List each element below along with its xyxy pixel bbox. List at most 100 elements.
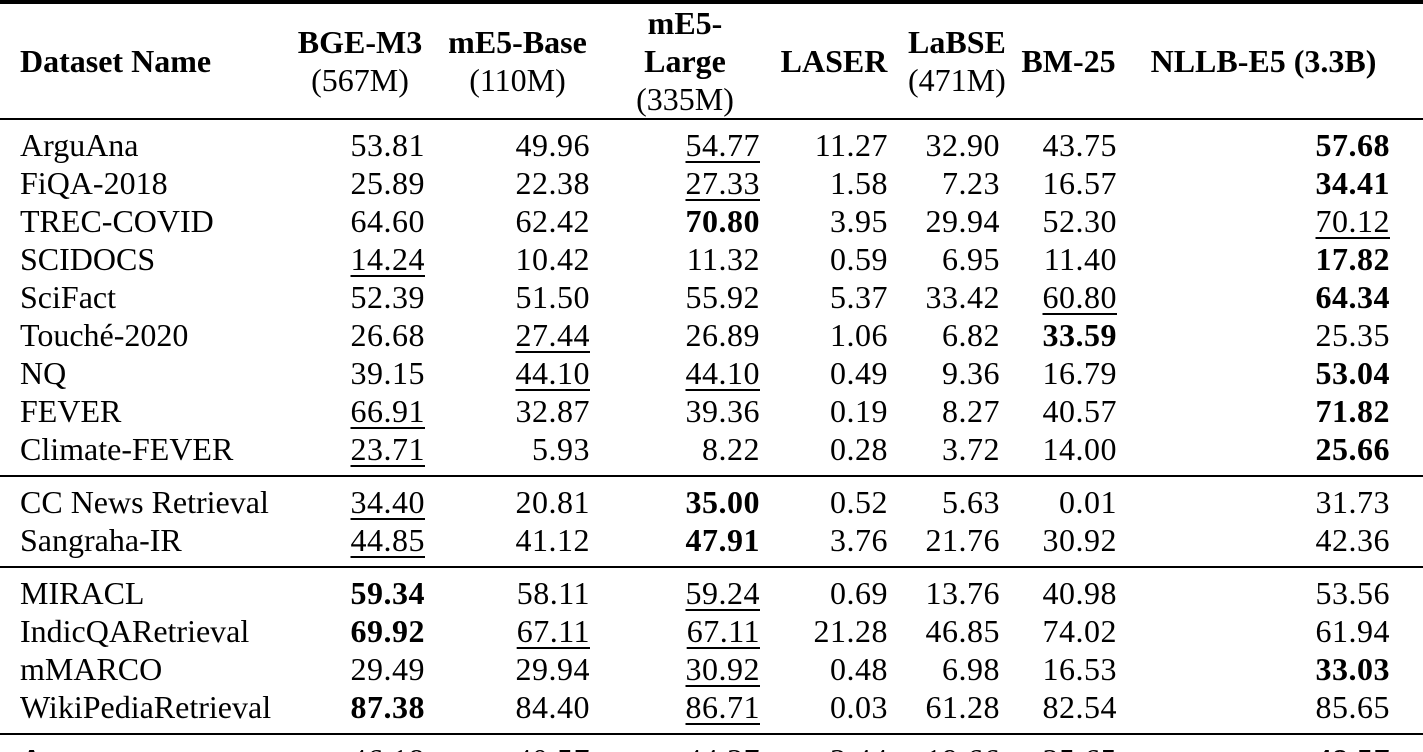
table-cell: 5.63 <box>942 484 1000 520</box>
column-header-bm-25: BM-25 <box>1020 2 1137 120</box>
table-cell: 16.53 <box>1042 651 1117 687</box>
row-label: WikiPediaRetrieval <box>20 689 272 725</box>
table-cell: 1.06 <box>830 317 888 353</box>
row-label: FiQA-2018 <box>20 165 168 201</box>
table-cell: 11.32 <box>686 241 760 277</box>
table-cell: 19.66 <box>908 734 1020 752</box>
table-row: mMARCO 29.49 29.94 30.92 0.48 6.98 16.53 33.03 <box>0 650 1423 688</box>
table-cell: 53.56 <box>1315 575 1390 611</box>
table-cell: 0.59 <box>830 241 888 277</box>
column-header-sublabel: (110M) <box>469 62 566 98</box>
table-cell: 59.24 <box>685 575 760 611</box>
table-cell: 70.12 <box>1315 203 1390 239</box>
table-cell: 53.04 <box>1315 355 1390 391</box>
table-row: Average46.1840.5744.373.4419.6635.6548.5… <box>0 734 1423 752</box>
table-cell: 47.91 <box>685 522 760 558</box>
table-cell: 14.24 <box>350 241 425 277</box>
table-cell: 8.27 <box>942 393 1000 429</box>
table-cell: 29.49 <box>350 651 425 687</box>
table-cell: 32.90 <box>925 127 1000 163</box>
table-row: CC News Retrieval 34.40 20.81 35.00 0.52 5.63… <box>0 476 1423 521</box>
table-cell: 53.81 <box>350 127 425 163</box>
row-label: Sangraha-IR <box>20 522 182 558</box>
table-section-4: Average46.1840.5744.373.4419.6635.6548.5… <box>0 734 1423 752</box>
table-cell: 64.60 <box>350 203 425 239</box>
table-cell: 39.15 <box>350 355 425 391</box>
row-label: FEVER <box>20 393 122 429</box>
column-header-label: Dataset Name <box>20 43 212 79</box>
table-section-2: CC News Retrieval 34.40 20.81 35.00 0.52 5.63… <box>0 476 1423 567</box>
table-row: WikiPediaRetrieval 87.38 84.40 86.71 0.03 61.… <box>0 688 1423 734</box>
table-cell: 0.01 <box>1059 484 1117 520</box>
table-cell: 52.39 <box>350 279 425 315</box>
column-header-dataset-name: Dataset Name <box>0 2 295 120</box>
table-cell: 66.91 <box>350 393 425 429</box>
table-cell: 13.76 <box>925 575 1000 611</box>
table-cell: 26.89 <box>685 317 760 353</box>
table-cell: 5.93 <box>532 431 590 467</box>
row-label: Average <box>0 734 295 752</box>
table-cell: 14.00 <box>1042 431 1117 467</box>
table-cell: 3.95 <box>830 203 888 239</box>
row-label: CC News Retrieval <box>20 484 269 520</box>
table-cell: 30.92 <box>1042 522 1117 558</box>
table-cell: 44.37 <box>610 734 780 752</box>
table-cell: 71.82 <box>1315 393 1390 429</box>
table-cell: 58.11 <box>516 575 590 611</box>
table-cell: 25.89 <box>350 165 425 201</box>
table-cell: 40.98 <box>1042 575 1117 611</box>
table-section-1: ArguAna 53.81 49.96 54.77 11.27 32.90 43.75 57.… <box>0 119 1423 476</box>
row-label: mMARCO <box>20 651 163 687</box>
table-cell: 11.27 <box>814 127 888 163</box>
table-cell: 46.85 <box>925 613 1000 649</box>
table-row: FiQA-2018 25.89 22.38 27.33 1.58 7.23 16.57 34.… <box>0 164 1423 202</box>
column-header-label: mE5-Large <box>644 5 726 79</box>
column-header-sublabel: (335M) <box>636 81 734 117</box>
table-cell: 20.81 <box>515 484 590 520</box>
table-cell: 51.50 <box>515 279 590 315</box>
column-header-me5-large: mE5-Large (335M) <box>610 2 780 120</box>
table-cell: 48.57 <box>1137 734 1423 752</box>
table-cell: 32.87 <box>515 393 590 429</box>
table-row: TREC-COVID 64.60 62.42 70.80 3.95 29.94 52.30 7… <box>0 202 1423 240</box>
header-row: Dataset Name BGE-M3 (567M) mE5-Base (110… <box>0 2 1423 120</box>
table-cell: 39.36 <box>685 393 760 429</box>
table-cell: 42.36 <box>1315 522 1390 558</box>
table-cell: 40.57 <box>445 734 610 752</box>
table-cell: 23.71 <box>350 431 425 467</box>
table-cell: 44.10 <box>685 355 760 391</box>
column-header-labse: LaBSE (471M) <box>908 2 1020 120</box>
row-label: Touché-2020 <box>20 317 189 353</box>
table-cell: 61.94 <box>1315 613 1390 649</box>
table-cell: 0.49 <box>830 355 888 391</box>
table-cell: 27.33 <box>685 165 760 201</box>
table-cell: 74.02 <box>1042 613 1117 649</box>
row-label: Climate-FEVER <box>20 431 234 467</box>
column-header-label: NLLB-E5 (3.3B) <box>1150 43 1377 79</box>
table-row: FEVER 66.91 32.87 39.36 0.19 8.27 40.57 71.82 <box>0 392 1423 430</box>
table-cell: 34.41 <box>1315 165 1390 201</box>
table-cell: 16.79 <box>1042 355 1117 391</box>
table-cell: 31.73 <box>1315 484 1390 520</box>
table-cell: 67.11 <box>686 613 760 649</box>
table-section-3: MIRACL 59.34 58.11 59.24 0.69 13.76 40.98 53.56… <box>0 567 1423 734</box>
table-row: Climate-FEVER 23.71 5.93 8.22 0.28 3.72 14.00 2… <box>0 430 1423 476</box>
table-cell: 41.12 <box>515 522 590 558</box>
table-cell: 26.68 <box>350 317 425 353</box>
column-header-sublabel: (471M) <box>908 62 1006 98</box>
column-header-bge-m3: BGE-M3 (567M) <box>295 2 445 120</box>
row-label: ArguAna <box>20 127 139 163</box>
table-cell: 6.95 <box>942 241 1000 277</box>
table-row: Sangraha-IR 44.85 41.12 47.91 3.76 21.76 30.92… <box>0 521 1423 567</box>
table-cell: 0.19 <box>830 393 888 429</box>
table-cell: 6.98 <box>942 651 1000 687</box>
table-cell: 9.36 <box>942 355 1000 391</box>
table-cell: 8.22 <box>702 431 760 467</box>
row-label: SciFact <box>20 279 116 315</box>
table-cell: 69.92 <box>350 613 425 649</box>
table-cell: 29.94 <box>925 203 1000 239</box>
table-cell: 6.82 <box>942 317 1000 353</box>
table-cell: 3.44 <box>780 734 908 752</box>
table-cell: 25.66 <box>1315 431 1390 467</box>
